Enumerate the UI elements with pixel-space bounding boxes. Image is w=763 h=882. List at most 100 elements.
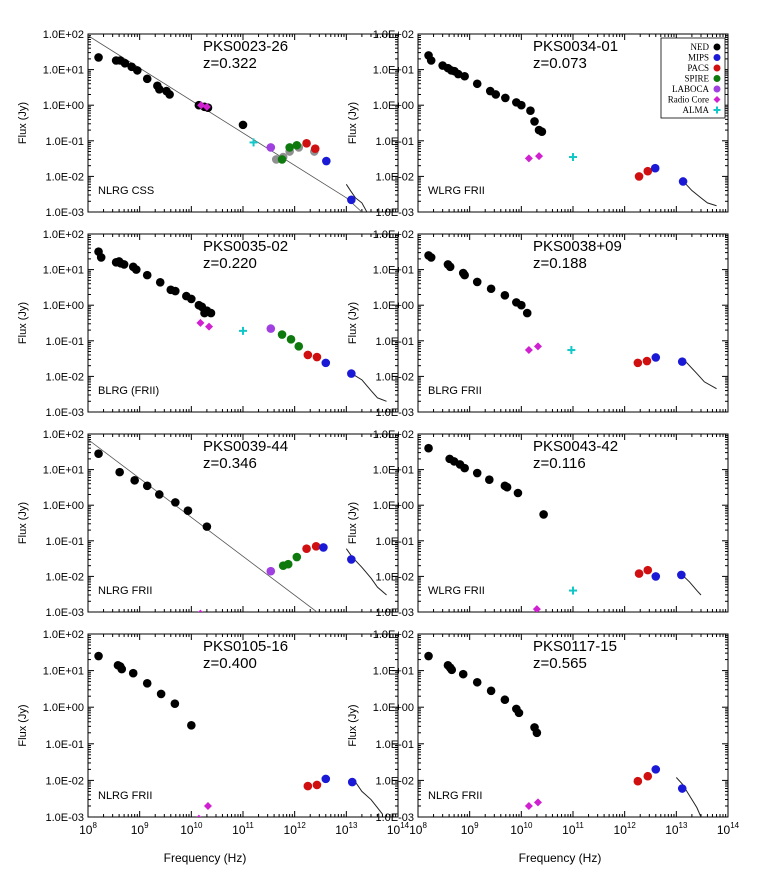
- data-point-pacs: [303, 350, 313, 360]
- data-point-mips: [651, 572, 661, 581]
- y-axis-label: Flux (Jy): [17, 502, 29, 544]
- data-point-ned: [238, 120, 248, 130]
- y-axis-label: Flux (Jy): [17, 102, 29, 144]
- legend-marker: [713, 54, 721, 61]
- data-point-radio-core: [196, 814, 202, 817]
- data-point-ned: [142, 481, 152, 491]
- x-tick-exponent: 11: [246, 821, 255, 830]
- x-tick-exponent: 13: [349, 821, 358, 830]
- data-point-ned: [532, 728, 542, 738]
- data-point-radio-core: [524, 154, 533, 163]
- x-tick-exponent: 8: [422, 821, 427, 830]
- y-tick-label: 1.0E-03: [375, 812, 414, 824]
- data-point-laboca: [266, 324, 276, 333]
- y-tick-label: 1.0E+02: [43, 629, 84, 641]
- data-point-ned: [472, 79, 482, 89]
- panel-classification: NLRG FRII: [98, 790, 152, 802]
- panel-classification: NLRG CSS: [98, 185, 154, 197]
- panel-pks0034-01: 1.0E+02 1.0E+01 1.0E+00 1.0E-01 1.0E-02 1.0E-…: [347, 29, 729, 219]
- y-tick-label: 1.0E-01: [45, 336, 84, 348]
- y-tick-label: 1.0E+00: [43, 300, 84, 312]
- data-point-ned: [94, 651, 103, 661]
- panel-title: PKS0117-15: [533, 638, 617, 655]
- x-tick-exponent: 14: [730, 821, 739, 830]
- data-point-ned: [130, 476, 139, 485]
- data-point-radio-core: [197, 101, 206, 110]
- data-point-mips: [321, 774, 331, 784]
- data-point-mips: [319, 543, 328, 552]
- legend-label: PACS: [687, 63, 709, 73]
- plot-area: [94, 247, 387, 402]
- plot-area: [424, 51, 717, 207]
- y-tick-label: 1.0E+00: [373, 702, 414, 714]
- y-tick-label: 1.0E+01: [43, 265, 84, 277]
- plot-area: [94, 651, 383, 817]
- panel-title: PKS0039-44: [203, 438, 288, 455]
- x-tick-exponent: 9: [144, 821, 149, 830]
- data-point-ned: [517, 300, 526, 310]
- data-point-ned: [486, 686, 496, 696]
- panel-classification: WLRG FRII: [428, 185, 485, 197]
- y-axis-label: Flux (Jy): [347, 704, 359, 746]
- panel-redshift: z=0.116: [533, 455, 586, 472]
- data-point-ned: [202, 522, 212, 531]
- data-point-ned: [522, 308, 532, 318]
- plot-area: [88, 35, 368, 212]
- x-tick-exponent: 14: [400, 821, 409, 830]
- y-tick-label: 1.0E+00: [373, 300, 414, 312]
- data-point-ned: [445, 262, 455, 272]
- panel-pks0039-44: 1.0E+02 1.0E+01 1.0E+00 1.0E-01 1.0E-02 1.0E-…: [17, 429, 399, 619]
- data-point-mips: [321, 358, 331, 368]
- data-point-ned: [187, 294, 196, 304]
- irs-spectrum: [683, 181, 717, 207]
- data-point-radio-core: [203, 801, 212, 810]
- data-point-ned: [526, 106, 535, 116]
- legend-label: ALMA: [683, 105, 710, 115]
- data-point-ned: [458, 669, 468, 679]
- y-tick-label: 1.0E-01: [375, 739, 414, 751]
- legend-label: SPIRE: [684, 74, 709, 84]
- data-point-radio-core: [533, 342, 542, 351]
- y-tick-label: 1.0E+01: [43, 666, 84, 678]
- data-point-mips: [347, 555, 356, 564]
- panel-pks0117-15: 1.0E+02 1.0E+01 1.0E+00 1.0E-01 1.0E-02 1.0E-…: [347, 629, 740, 837]
- panel-title: PKS0035-02: [203, 238, 288, 255]
- y-tick-label: 1.0E+02: [43, 29, 84, 41]
- data-point-ned: [155, 277, 165, 287]
- data-point-spire: [277, 330, 287, 339]
- data-point-ned: [500, 290, 510, 300]
- panel-redshift: z=0.565: [533, 655, 587, 672]
- y-tick-label: 1.0E+00: [43, 500, 84, 512]
- y-tick-label: 1.0E-02: [375, 775, 414, 787]
- data-point-ned: [170, 699, 180, 708]
- data-point-ned: [128, 668, 138, 678]
- panel-pks0043-42: 1.0E+02 1.0E+01 1.0E+00 1.0E-01 1.0E-02 1.0E-…: [347, 429, 729, 619]
- data-point-ned: [517, 100, 526, 110]
- y-tick-label: 1.0E+01: [373, 465, 414, 477]
- y-axis-label: Flux (Jy): [17, 302, 29, 344]
- y-tick-label: 1.0E-01: [375, 336, 414, 348]
- data-point-radio-core: [535, 152, 544, 161]
- x-tick-exponent: 13: [679, 821, 688, 830]
- x-tick-exponent: 9: [474, 821, 479, 830]
- y-tick-label: 1.0E+01: [373, 65, 414, 77]
- y-tick-label: 1.0E+02: [373, 29, 414, 41]
- legend-marker: [713, 64, 721, 72]
- y-tick-label: 1.0E-02: [45, 571, 84, 583]
- data-point-ned: [472, 468, 482, 478]
- y-tick-label: 1.0E-03: [375, 607, 414, 619]
- data-point-spire: [283, 559, 293, 569]
- panel-pks0105-16: 1.0E+02 1.0E+01 1.0E+00 1.0E-01 1.0E-02 1.0E-…: [17, 629, 410, 837]
- data-point-ned: [142, 270, 152, 280]
- data-point-ned: [501, 93, 510, 103]
- panel-title: PKS0023-26: [203, 38, 288, 55]
- y-tick-label: 1.0E-02: [45, 775, 84, 787]
- data-point-ned: [155, 490, 164, 499]
- y-tick-label: 1.0E-03: [45, 207, 84, 219]
- y-tick-label: 1.0E-01: [45, 536, 84, 548]
- data-point-pacs: [643, 166, 653, 176]
- data-point-ned: [513, 488, 523, 498]
- panel-classification: WLRG FRII: [428, 585, 485, 597]
